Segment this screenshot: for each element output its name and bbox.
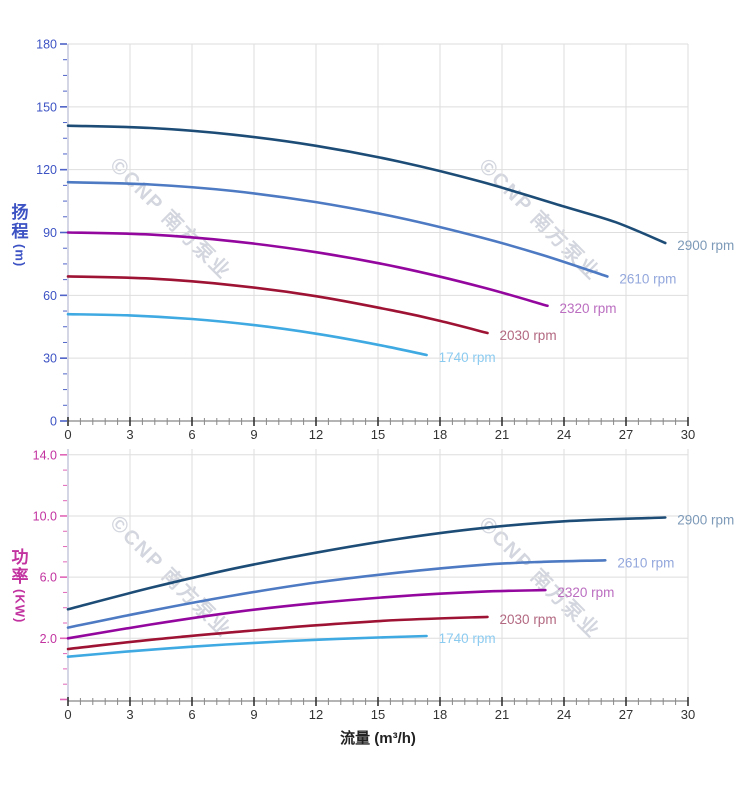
head-chart-y-tick-label: 120 xyxy=(36,163,57,177)
power-chart-x-tick-label: 27 xyxy=(619,707,633,722)
power-chart-x-tick-label: 18 xyxy=(433,707,447,722)
head-chart-x-tick-label: 12 xyxy=(309,427,323,442)
power-axis-title-text: 功率 xyxy=(11,548,29,586)
power-chart-curve-label-2900-rpm: 2900 rpm xyxy=(677,513,734,528)
power-chart-y-tick-label: 14.0 xyxy=(33,448,57,462)
head-chart-x-tick-label: 15 xyxy=(371,427,385,442)
head-chart-x-tick-label: 0 xyxy=(64,427,71,442)
flow-axis-title: 流量 (m³/h) xyxy=(340,730,416,747)
head-chart-x-tick-label: 21 xyxy=(495,427,509,442)
head-chart-curve-label-1740-rpm: 1740 rpm xyxy=(439,350,496,365)
head-chart-curve-label-2610-rpm: 2610 rpm xyxy=(619,271,676,286)
power-chart-curve-1740-rpm xyxy=(66,634,428,658)
head-chart-curve-2900-rpm xyxy=(66,124,667,245)
power-chart-x-tick-label: 6 xyxy=(188,707,195,722)
power-chart-x-tick-label: 9 xyxy=(250,707,257,722)
head-chart-y-tick-label: 0 xyxy=(50,415,57,429)
head-chart-curve-2030-rpm xyxy=(66,275,489,335)
power-chart-curve-label-2320-rpm: 2320 rpm xyxy=(557,585,614,600)
power-chart-x-tick-label: 30 xyxy=(681,707,695,722)
power-chart-x-tick-label: 0 xyxy=(64,707,71,722)
power-axis-title: 功率 (KW) xyxy=(8,548,32,623)
power-chart-curve-2610-rpm xyxy=(66,559,607,629)
power-chart-y-tick-label: 6.0 xyxy=(40,571,57,585)
power-chart-curve-label-1740-rpm: 1740 rpm xyxy=(439,631,496,646)
head-chart-x-tick-label: 30 xyxy=(681,427,695,442)
head-chart-y-tick-label: 180 xyxy=(36,38,57,52)
power-chart-x-tick-label: 21 xyxy=(495,707,509,722)
head-chart-x-tick-label: 6 xyxy=(188,427,195,442)
power-axis-unit: (KW) xyxy=(12,589,28,624)
power-chart-curve-2320-rpm xyxy=(66,588,547,640)
power-chart-curve-label-2610-rpm: 2610 rpm xyxy=(617,555,674,570)
power-chart-x-tick-label: 15 xyxy=(371,707,385,722)
head-chart-x-tick-label: 18 xyxy=(433,427,447,442)
head-chart-x-tick-label: 3 xyxy=(126,427,133,442)
head-chart-curve-2320-rpm xyxy=(66,231,549,308)
power-chart-curve-2900-rpm xyxy=(66,516,667,611)
head-axis-title-text: 扬程 xyxy=(11,203,29,241)
head-chart-y-tick-label: 90 xyxy=(43,226,57,240)
head-chart-x-tick-label: 9 xyxy=(250,427,257,442)
head-chart-curve-label-2900-rpm: 2900 rpm xyxy=(677,238,734,253)
power-chart-x-tick-label: 12 xyxy=(309,707,323,722)
head-chart-curve-label-2320-rpm: 2320 rpm xyxy=(559,301,616,316)
power-chart-x-tick-label: 24 xyxy=(557,707,571,722)
head-chart-x-tick-label: 27 xyxy=(619,427,633,442)
power-chart-x-tick-label: 3 xyxy=(126,707,133,722)
head-chart-y-tick-label: 30 xyxy=(43,352,57,366)
power-chart-y-tick-label: 10.0 xyxy=(33,509,57,523)
head-chart-y-tick-label: 60 xyxy=(43,289,57,303)
head-chart-y-tick-label: 150 xyxy=(36,100,57,114)
head-chart-curve-label-2030-rpm: 2030 rpm xyxy=(500,328,557,343)
head-chart-x-tick-label: 24 xyxy=(557,427,571,442)
head-chart-curve-2610-rpm xyxy=(66,180,609,278)
power-chart-curve-label-2030-rpm: 2030 rpm xyxy=(500,612,557,627)
head-axis-unit: (m) xyxy=(12,244,28,268)
power-chart-curve-2030-rpm xyxy=(66,615,489,651)
head-chart-curve-1740-rpm xyxy=(66,312,428,357)
head-axis-title: 扬程 (m) xyxy=(8,203,32,267)
power-chart-y-tick-label: 2.0 xyxy=(40,632,57,646)
